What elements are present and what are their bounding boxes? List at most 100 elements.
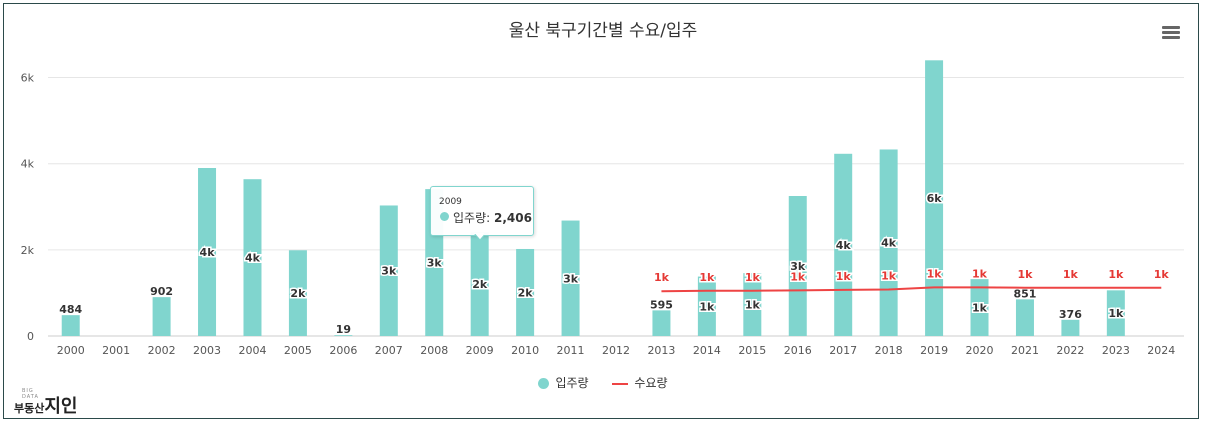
bar[interactable]	[652, 310, 671, 336]
bar[interactable]	[1015, 299, 1034, 336]
line-data-label: 1k	[1063, 268, 1079, 281]
x-tick-label: 2000	[57, 344, 85, 357]
bar-data-label: 1k	[972, 302, 988, 315]
line-data-label: 1k	[972, 267, 988, 280]
legend-item-demand[interactable]: 수요량	[612, 374, 668, 391]
bar-data-label: 4k	[200, 246, 216, 259]
x-tick-label: 2021	[1011, 344, 1039, 357]
tooltip-row: 입주량: 2,406	[453, 211, 532, 225]
bar[interactable]	[925, 60, 944, 337]
bar[interactable]	[152, 297, 171, 336]
bar-data-label: 3k	[427, 257, 443, 270]
chart-title: 울산 북구기간별 수요/입주	[508, 21, 698, 41]
x-tick-label: 2013	[647, 344, 675, 357]
tooltip-value: 2,406	[493, 211, 532, 225]
x-tick-label: 2023	[1102, 344, 1130, 357]
x-tick-label: 2007	[375, 344, 403, 357]
tooltip-series-dot-icon	[440, 212, 449, 221]
bar[interactable]	[970, 279, 989, 336]
x-tick-label: 2005	[284, 344, 312, 357]
x-tick-label: 2016	[784, 344, 812, 357]
bar[interactable]	[743, 273, 762, 336]
bar-data-label: 2k	[472, 278, 488, 291]
bar-data-label: 6k	[927, 192, 943, 205]
y-tick-label: 0	[27, 330, 34, 343]
bar-data-label: 1k	[745, 299, 761, 312]
bar-data-label: 1k	[699, 300, 715, 313]
line-data-label: 1k	[927, 267, 943, 280]
bar[interactable]	[788, 196, 807, 336]
bar-data-label: 902	[150, 285, 173, 298]
bar[interactable]	[198, 168, 217, 336]
x-tick-label: 2019	[920, 344, 948, 357]
line-data-label: 1k	[790, 270, 806, 283]
x-tick-label: 2012	[602, 344, 630, 357]
logo-small-text: BIG DATA	[22, 388, 39, 400]
bar-data-label: 2k	[518, 286, 534, 299]
x-tick-label: 2001	[102, 344, 130, 357]
bar-data-label: 4k	[836, 239, 852, 252]
x-tick-label: 2017	[829, 344, 857, 357]
x-tick-label: 2006	[329, 344, 357, 357]
bar-data-label: 851	[1013, 287, 1036, 300]
tooltip-arrow	[474, 233, 484, 241]
bar[interactable]	[61, 315, 80, 336]
bar[interactable]	[1106, 290, 1125, 336]
legend-label-supply: 입주량	[555, 376, 589, 390]
bar[interactable]	[1061, 319, 1080, 336]
bar[interactable]	[379, 205, 398, 336]
tooltip-series: 입주량	[453, 211, 487, 225]
legend-item-supply[interactable]: 입주량	[538, 374, 589, 391]
bar-data-label: 484	[59, 303, 82, 316]
legend-dot-icon	[538, 378, 550, 389]
bar-data-label: 4k	[881, 237, 897, 250]
line-data-label: 1k	[654, 271, 670, 284]
x-tick-label: 2011	[557, 344, 585, 357]
hamburger-menu-icon[interactable]	[1162, 26, 1180, 40]
y-tick-label: 6k	[21, 72, 35, 85]
line-series-demand	[661, 286, 1162, 293]
tooltip: 2009 입주량: 2,406	[430, 186, 534, 236]
line-data-label: 1k	[745, 271, 761, 284]
bar-data-label: 2k	[290, 287, 306, 300]
bar-data-label: 595	[650, 298, 673, 311]
line-data-label: 1k	[699, 271, 715, 284]
x-tick-label: 2024	[1147, 344, 1175, 357]
bar[interactable]	[516, 248, 535, 336]
x-tick-label: 2002	[148, 344, 176, 357]
bar[interactable]	[561, 220, 580, 336]
x-tick-label: 2004	[238, 344, 266, 357]
bar-data-label: 3k	[790, 260, 806, 273]
x-tick-label: 2022	[1056, 344, 1084, 357]
legend-label-demand: 수요량	[634, 376, 668, 390]
logo-main-text: 부동산	[14, 402, 45, 415]
bar[interactable]	[334, 335, 353, 336]
y-tick-label: 2k	[21, 244, 35, 257]
x-tick-label: 2014	[693, 344, 721, 357]
bar-data-label: 376	[1059, 308, 1082, 321]
x-tick-label: 2009	[466, 344, 494, 357]
tooltip-category: 2009	[439, 197, 462, 207]
bar-data-label: 4k	[245, 252, 261, 265]
line-data-label: 1k	[1108, 268, 1124, 281]
line-data-label: 1k	[1154, 268, 1170, 281]
bar-data-label: 3k	[563, 272, 579, 285]
logo-big-text: 지인	[44, 396, 78, 417]
line-data-label: 1k	[1017, 268, 1033, 281]
line-data-label: 1k	[836, 270, 852, 283]
y-tick-label: 4k	[21, 158, 35, 171]
x-tick-label: 2008	[420, 344, 448, 357]
bar-data-label: 19	[336, 323, 351, 336]
bar[interactable]	[288, 250, 307, 336]
legend-line-icon	[612, 382, 629, 385]
x-tick-label: 2003	[193, 344, 221, 357]
bar-data-label: 1k	[1108, 307, 1124, 320]
bar-data-label: 3k	[381, 265, 397, 278]
bar[interactable]	[470, 232, 489, 336]
x-tick-label: 2020	[966, 344, 994, 357]
x-tick-label: 2010	[511, 344, 539, 357]
x-tick-label: 2018	[875, 344, 903, 357]
bar[interactable]	[243, 179, 262, 336]
legend: 입주량 수요량	[0, 374, 1206, 391]
